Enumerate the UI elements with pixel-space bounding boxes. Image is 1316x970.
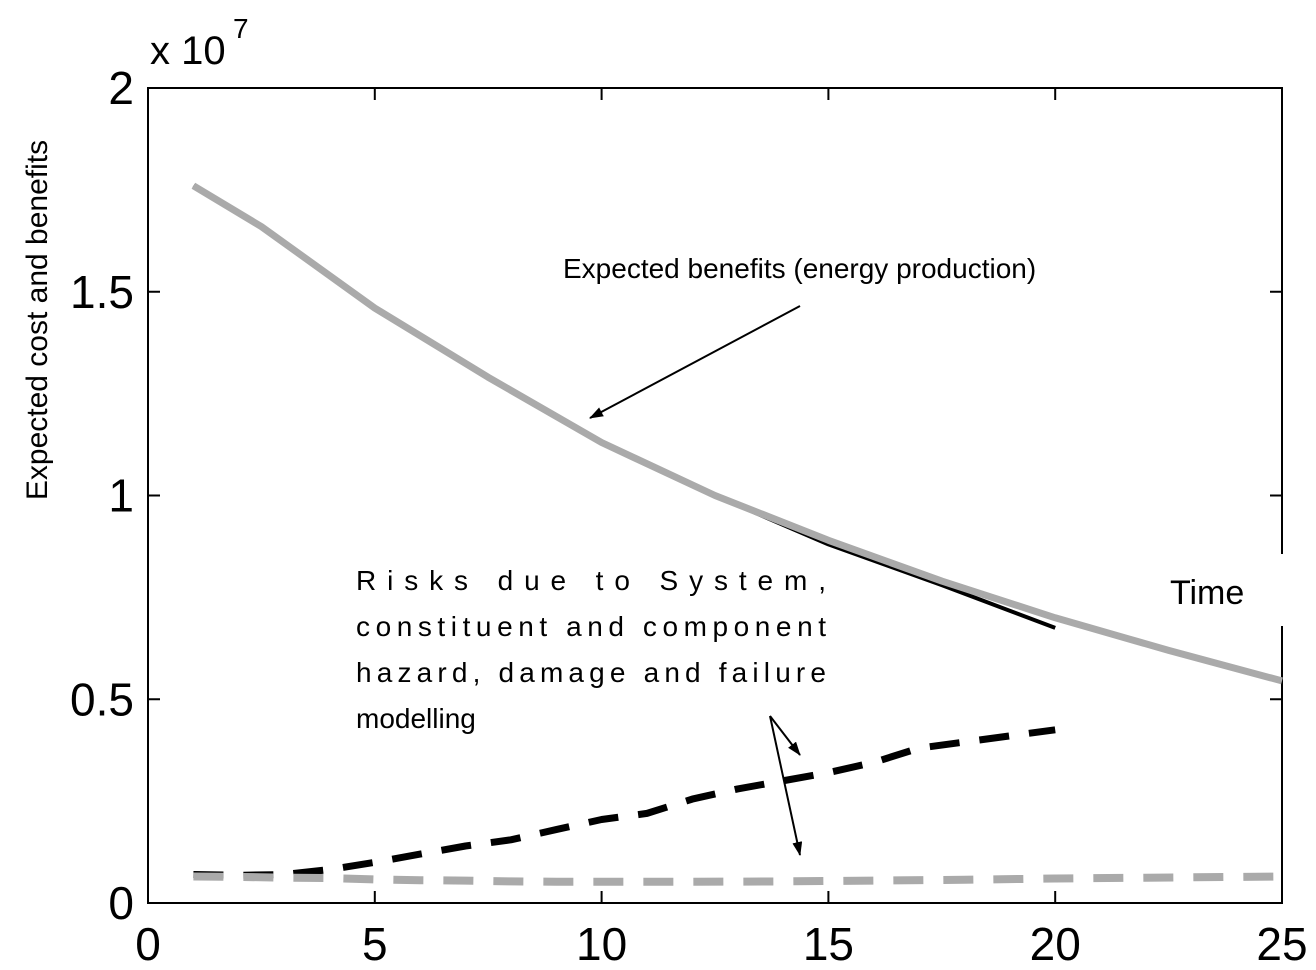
annotation-risks-arrow-1 bbox=[769, 715, 801, 756]
x-tick-label: 0 bbox=[135, 918, 161, 970]
y-tick-label: 0.5 bbox=[70, 673, 134, 725]
ticks-layer bbox=[147, 87, 1283, 904]
x-tick-label: 5 bbox=[362, 918, 388, 970]
annotation-risks-line-1: Risks due to System, bbox=[356, 565, 826, 596]
y-multiplier: x 10 bbox=[150, 29, 226, 73]
x-tick-label: 15 bbox=[803, 918, 854, 970]
x-tick-label: 20 bbox=[1030, 918, 1081, 970]
x-tick-label: 10 bbox=[576, 918, 627, 970]
series-line-3 bbox=[193, 726, 1056, 879]
time-label-background bbox=[1158, 554, 1284, 626]
y-tick-label: 2 bbox=[108, 62, 134, 114]
annotation-time: Time bbox=[1170, 574, 1244, 612]
annotation-risks-arrow-2 bbox=[769, 715, 803, 856]
y-multiplier-exponent: 7 bbox=[233, 13, 249, 44]
y-tick-label: 1.5 bbox=[70, 266, 134, 318]
y-tick-label: 1 bbox=[108, 470, 134, 522]
y-axis-title: Expected cost and benefits bbox=[21, 140, 54, 500]
y-tick-label: 0 bbox=[108, 877, 134, 929]
annotation-risks: Risks due to System, constituent and com… bbox=[356, 565, 826, 734]
annotation-risks-line-4: modelling bbox=[356, 703, 476, 734]
series-layer bbox=[191, 182, 1283, 886]
annotation-benefits: Expected benefits (energy production) bbox=[563, 253, 1036, 284]
series-line-1 bbox=[191, 182, 1283, 685]
tick-labels-layer: 0 5 10 15 20 25 0 0.5 1 1.5 2 bbox=[70, 62, 1308, 970]
annotation-risks-line-2: constituent and component bbox=[356, 611, 826, 642]
series-line-4 bbox=[193, 872, 1283, 886]
annotation-risks-line-3: hazard, damage and failure bbox=[356, 657, 826, 688]
x-tick-label: 25 bbox=[1256, 918, 1307, 970]
annotation-benefits-arrow bbox=[589, 305, 801, 419]
